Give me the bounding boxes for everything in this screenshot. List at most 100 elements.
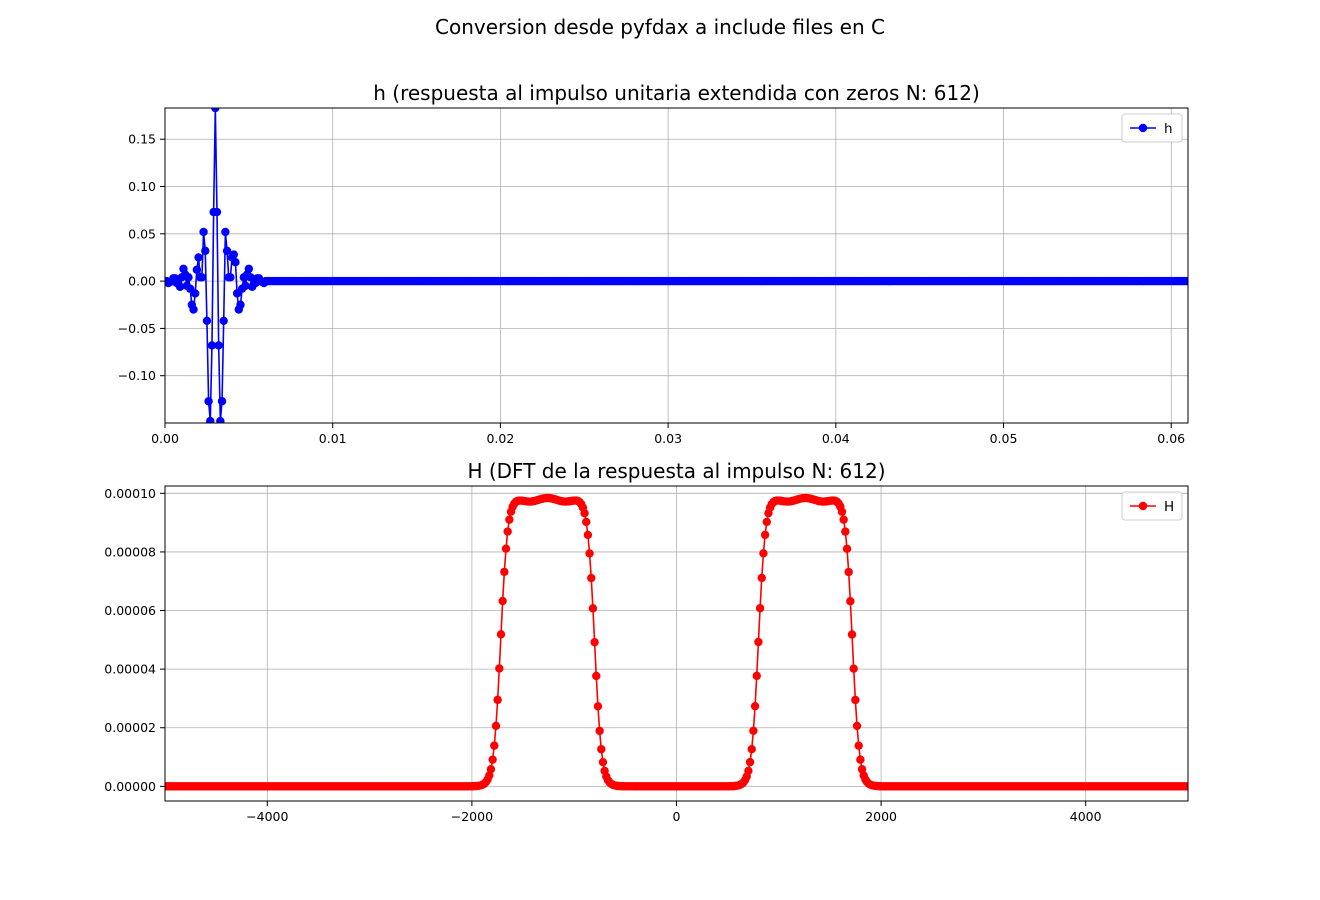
data-point [493,695,502,705]
y-tick-label: 0.15 [128,132,156,147]
data-point [212,207,222,217]
series-line [165,497,1187,788]
x-tick-label: −4000 [246,809,288,824]
data-point [847,630,857,639]
data-point [854,741,863,750]
data-point [190,289,200,298]
data-point [588,604,598,613]
legend: H [1121,491,1183,521]
series-H [165,493,1188,791]
data-point [495,664,504,673]
data-point [844,567,853,577]
y-tick-label: 0.10 [128,179,156,194]
data-point [505,515,514,524]
x-tick-label: 0.00 [151,431,179,446]
data-point [488,755,497,764]
data-point [837,507,847,516]
data-point [757,573,766,583]
data-point [211,108,220,113]
data-point [846,596,855,606]
y-tick-label: 0.00002 [104,720,156,735]
figure-suptitle: Conversion desde pyfdax a include files … [435,15,885,39]
x-tick-label: 0.04 [822,431,850,446]
legend-marker [1138,123,1148,133]
y-tick-label: 0.00 [128,274,156,289]
x-tick-label: 0 [673,809,681,824]
data-point [760,530,770,540]
legend-label: h [1164,121,1173,137]
data-point [595,726,604,736]
legend-label: H [1164,499,1174,515]
data-point [749,726,758,735]
axes-frame [164,107,1189,424]
x-tick-label: −2000 [451,809,493,824]
x-tick-label: 0.06 [1157,431,1185,446]
data-point [754,637,763,647]
data-point [747,744,756,754]
data-point [491,721,501,731]
data-point [585,549,594,558]
axes-title: h (respuesta al impulso unitaria extendi… [373,81,980,105]
data-point [593,702,603,711]
data-point [197,273,207,282]
x-tick-label: 0.03 [654,431,682,446]
data-point [590,637,599,647]
y-tick-label: 0.00000 [104,779,156,794]
data-point [759,549,768,558]
legend-marker [1138,501,1148,511]
data-point [852,721,862,731]
data-point [750,701,760,711]
data-point [598,757,608,767]
data-point [1182,782,1188,791]
data-point [201,246,210,256]
data-point [206,416,215,423]
data-point [580,509,589,518]
y-tick-label: −0.05 [118,321,156,336]
data-point [490,741,499,750]
data-point [202,316,212,326]
x-tick-label: 0.02 [486,431,514,446]
data-point [755,603,765,613]
data-point [856,755,865,764]
data-point [221,227,230,237]
data-point [583,530,593,540]
data-point [204,397,213,406]
data-point [184,273,193,282]
y-tick-label: 0.00010 [104,486,156,501]
data-point [1185,277,1188,285]
data-point [849,664,858,673]
data-point [496,630,506,639]
data-point [217,397,227,406]
legend: h [1121,113,1183,143]
series-h [165,108,1188,423]
data-point [839,515,848,524]
y-tick-label: −0.10 [118,368,156,383]
data-point [841,527,850,536]
axes-title: H (DFT de la respuesta al impulso N: 612… [467,459,885,483]
data-point [222,246,232,256]
y-tick-label: 0.00004 [104,662,156,677]
data-point [199,227,208,237]
x-tick-label: 4000 [1070,809,1102,824]
x-tick-label: 0.01 [319,431,347,446]
data-point [592,671,601,681]
data-point [744,766,753,776]
data-point [192,265,202,274]
data-point [503,527,512,536]
data-point [236,300,245,309]
x-tick-label: 0.05 [990,431,1018,446]
data-point [500,567,509,577]
data-point [587,573,596,583]
data-point [231,257,240,267]
data-point [851,695,860,705]
data-point [175,282,185,291]
series-line [165,108,1188,422]
data-point [207,341,217,350]
data-point [762,517,771,527]
frequency-response-axes: −4000 −2000 0 2000 4000 0.00000 0.00002 0.00004… [104,459,1189,824]
data-point [752,671,761,681]
data-point [486,764,496,774]
data-point [597,745,606,754]
data-point [194,253,203,262]
